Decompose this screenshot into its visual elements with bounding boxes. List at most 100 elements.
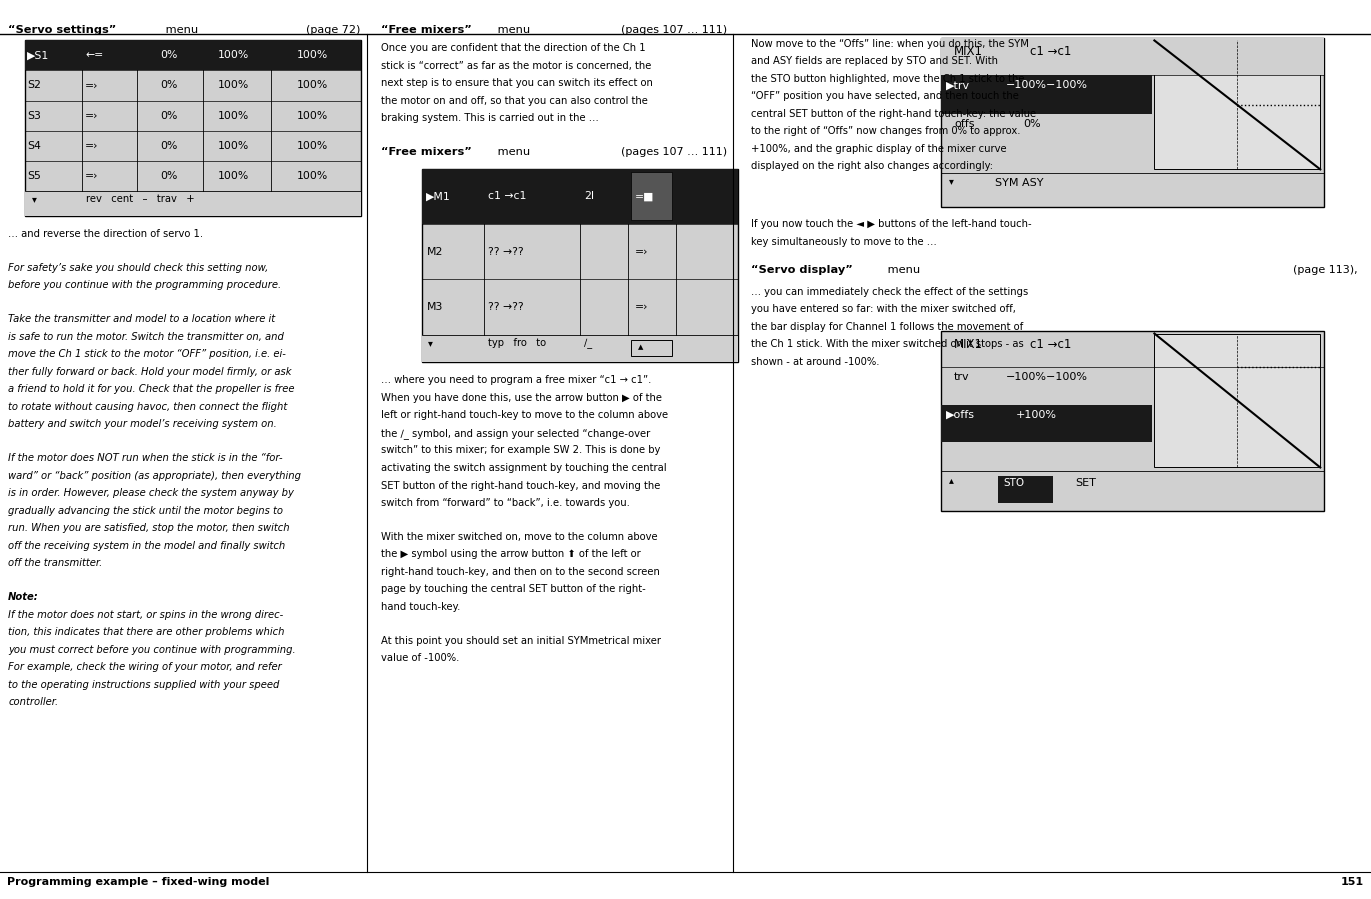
Text: key simultaneously to move to the …: key simultaneously to move to the … — [751, 236, 936, 247]
Text: For example, check the wiring of your motor, and refer: For example, check the wiring of your mo… — [8, 662, 282, 672]
Text: the STO button highlighted, move the Ch 1 stick to the: the STO button highlighted, move the Ch … — [751, 74, 1024, 84]
Text: If the motor does NOT run when the stick is in the “for-: If the motor does NOT run when the stick… — [8, 453, 282, 463]
Bar — [631, 340, 672, 356]
Text: “Servo display”: “Servo display” — [751, 265, 853, 275]
Text: is in order. However, please check the system anyway by: is in order. However, please check the s… — [8, 488, 295, 498]
Text: to rotate without causing havoc, then connect the flight: to rotate without causing havoc, then co… — [8, 402, 288, 412]
Text: “Free mixers”: “Free mixers” — [381, 147, 472, 157]
Text: off the transmitter.: off the transmitter. — [8, 558, 103, 568]
Text: page by touching the central SET button of the right-: page by touching the central SET button … — [381, 584, 646, 594]
Text: (page 72): (page 72) — [306, 25, 361, 35]
Text: ▾: ▾ — [949, 176, 954, 187]
Text: ward” or “back” position (as appropriate), then everything: ward” or “back” position (as appropriate… — [8, 470, 302, 481]
Text: M3: M3 — [426, 302, 443, 312]
Text: next step is to ensure that you can switch its effect on: next step is to ensure that you can swit… — [381, 78, 653, 88]
Text: ▶S1: ▶S1 — [27, 50, 49, 60]
Text: menu: menu — [162, 25, 197, 35]
Text: before you continue with the programming procedure.: before you continue with the programming… — [8, 280, 281, 290]
Text: 0%: 0% — [160, 140, 177, 150]
Text: M2: M2 — [426, 246, 443, 257]
Text: =›: =› — [85, 140, 99, 150]
Text: menu: menu — [494, 25, 529, 35]
Text: stick is “correct” as far as the motor is concerned, the: stick is “correct” as far as the motor i… — [381, 61, 651, 71]
Text: When you have done this, use the arrow button ▶ of the: When you have done this, use the arrow b… — [381, 393, 662, 403]
Text: … and reverse the direction of servo 1.: … and reverse the direction of servo 1. — [8, 229, 203, 239]
Text: 0%: 0% — [1023, 120, 1041, 129]
Text: “OFF” position you have selected, and then touch the: “OFF” position you have selected, and th… — [751, 91, 1019, 102]
Text: switch” to this mixer; for example SW 2. This is done by: switch” to this mixer; for example SW 2.… — [381, 445, 661, 456]
Text: Now move to the “Offs” line: when you do this, the SYM: Now move to the “Offs” line: when you do… — [751, 39, 1030, 49]
Text: At this point you should set an initial SYMmetrical mixer: At this point you should set an initial … — [381, 636, 661, 645]
Text: 100%: 100% — [218, 171, 248, 181]
Text: the motor on and off, so that you can also control the: the motor on and off, so that you can al… — [381, 95, 648, 106]
Text: −100%−100%: −100%−100% — [1006, 372, 1089, 382]
Text: 0%: 0% — [160, 50, 177, 60]
Bar — [941, 331, 1324, 511]
Text: Take the transmitter and model to a location where it: Take the transmitter and model to a loca… — [8, 314, 276, 325]
Text: displayed on the right also changes accordingly:: displayed on the right also changes acco… — [751, 161, 994, 172]
Text: =›: =› — [85, 171, 99, 181]
Text: If the motor does not start, or spins in the wrong direc-: If the motor does not start, or spins in… — [8, 610, 284, 619]
Text: run. When you are satisfied, stop the motor, then switch: run. When you are satisfied, stop the mo… — [8, 523, 289, 533]
Text: Once you are confident that the direction of the Ch 1: Once you are confident that the directio… — [381, 43, 646, 53]
Text: to the right of “Offs” now changes from 0% to approx.: to the right of “Offs” now changes from … — [751, 126, 1021, 137]
Text: =›: =› — [635, 246, 648, 257]
Text: ▴: ▴ — [949, 475, 954, 485]
Text: STO: STO — [1004, 478, 1024, 488]
Text: gradually advancing the stick until the motor begins to: gradually advancing the stick until the … — [8, 505, 284, 516]
Text: S5: S5 — [27, 171, 41, 181]
Text: move the Ch 1 stick to the motor “OFF” position, i.e. ei-: move the Ch 1 stick to the motor “OFF” p… — [8, 349, 287, 360]
Text: the bar display for Channel 1 follows the movement of: the bar display for Channel 1 follows th… — [751, 322, 1024, 332]
Text: menu: menu — [494, 147, 529, 157]
Text: trv: trv — [954, 372, 969, 382]
Text: left or right-hand touch-key to move to the column above: left or right-hand touch-key to move to … — [381, 410, 668, 421]
Text: 100%: 100% — [298, 50, 328, 60]
Bar — [941, 405, 1152, 442]
Text: SET button of the right-hand touch-key, and moving the: SET button of the right-hand touch-key, … — [381, 480, 661, 491]
Text: the ▶ symbol using the arrow button ⬆ of the left or: the ▶ symbol using the arrow button ⬆ of… — [381, 549, 640, 559]
Text: S2: S2 — [27, 81, 41, 91]
Text: battery and switch your model’s receiving system on.: battery and switch your model’s receivin… — [8, 419, 277, 430]
Text: S3: S3 — [27, 111, 41, 120]
Text: =›: =› — [85, 81, 99, 91]
Text: tion, this indicates that there are other problems which: tion, this indicates that there are othe… — [8, 627, 285, 637]
Text: MIX1: MIX1 — [954, 45, 983, 58]
Text: shown - at around -100%.: shown - at around -100%. — [751, 357, 880, 367]
Text: 100%: 100% — [218, 81, 248, 91]
Text: off the receiving system in the model and finally switch: off the receiving system in the model an… — [8, 540, 285, 551]
Text: to the operating instructions supplied with your speed: to the operating instructions supplied w… — [8, 680, 280, 690]
Text: 100%: 100% — [298, 171, 328, 181]
Text: =›: =› — [85, 111, 99, 120]
Text: 0%: 0% — [160, 81, 177, 91]
Text: Note:: Note: — [8, 592, 38, 602]
Text: (page 113),: (page 113), — [1293, 265, 1357, 275]
Text: ▶offs: ▶offs — [946, 410, 975, 420]
Text: (pages 107 … 111): (pages 107 … 111) — [621, 25, 727, 35]
Bar — [422, 168, 738, 224]
Text: … you can immediately check the effect of the settings: … you can immediately check the effect o… — [751, 287, 1028, 297]
Text: For safety’s sake you should check this setting now,: For safety’s sake you should check this … — [8, 263, 269, 273]
Text: is safe to run the motor. Switch the transmitter on, and: is safe to run the motor. Switch the tra… — [8, 332, 284, 342]
Text: value of -100%.: value of -100%. — [381, 653, 459, 663]
Text: you must correct before you continue with programming.: you must correct before you continue wit… — [8, 645, 296, 654]
Text: ther fully forward or back. Hold your model firmly, or ask: ther fully forward or back. Hold your mo… — [8, 367, 292, 377]
Text: ▾: ▾ — [428, 338, 433, 349]
Text: the ∕_ symbol, and assign your selected “change-over: the ∕_ symbol, and assign your selected … — [381, 428, 650, 439]
Text: −100%−100%: −100%−100% — [1006, 80, 1089, 90]
Text: SET: SET — [1075, 478, 1095, 488]
Text: typ   fro   to: typ fro to — [488, 338, 546, 349]
Text: ▶M1: ▶M1 — [426, 191, 451, 201]
Text: right-hand touch-key, and then on to the second screen: right-hand touch-key, and then on to the… — [381, 566, 659, 577]
Text: 100%: 100% — [298, 81, 328, 91]
Bar — [25, 40, 361, 216]
Text: +100%: +100% — [1016, 410, 1057, 420]
Text: c1 →c1: c1 →c1 — [1030, 338, 1071, 351]
Text: central SET button of the right-hand touch-key: the value: central SET button of the right-hand tou… — [751, 109, 1036, 119]
Text: 100%: 100% — [218, 111, 248, 120]
Text: ←=: ←= — [85, 50, 103, 60]
Text: menu: menu — [884, 265, 920, 275]
Text: S4: S4 — [27, 140, 41, 150]
Text: 100%: 100% — [218, 50, 248, 60]
Text: c1 →c1: c1 →c1 — [488, 191, 526, 201]
Bar — [1154, 334, 1320, 467]
